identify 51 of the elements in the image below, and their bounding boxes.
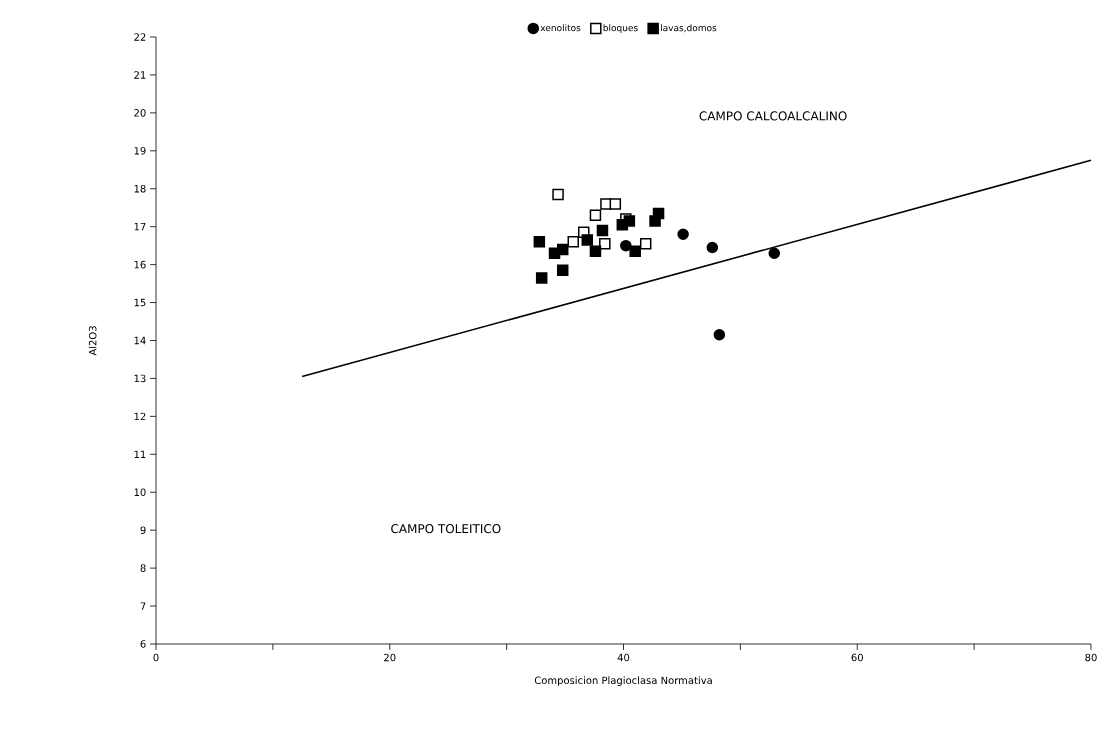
x-tick-label: 40 <box>617 653 630 662</box>
point <box>552 188 564 201</box>
y-tick-label: 20 <box>134 109 146 117</box>
point <box>629 245 641 258</box>
point <box>768 247 781 259</box>
point <box>609 198 622 210</box>
point <box>652 207 665 220</box>
point <box>589 209 602 222</box>
y-tick-label: 10 <box>134 488 146 497</box>
point <box>713 329 726 341</box>
y-tick-label: 22 <box>134 33 146 41</box>
point <box>535 272 548 284</box>
annotation: CAMPO CALCOALCALINO <box>699 111 847 121</box>
point <box>599 238 611 250</box>
y-tick-label: 12 <box>134 412 146 421</box>
point <box>620 239 632 252</box>
y-tick-label: 19 <box>134 147 146 155</box>
point <box>556 264 569 277</box>
point <box>581 234 594 246</box>
x-tick-label: 60 <box>851 653 863 662</box>
x-tick-label: 80 <box>1085 653 1097 662</box>
y-tick-label: 21 <box>134 71 146 79</box>
point <box>596 224 609 237</box>
y-tick-label: 15 <box>134 298 146 307</box>
legend-label: bloques <box>603 24 638 33</box>
point <box>623 215 636 227</box>
y-tick-label: 6 <box>140 640 146 648</box>
y-tick-label: 17 <box>134 223 146 231</box>
y-tick-label: 9 <box>140 526 146 534</box>
x-axis-title: Composicion Plagioclasa Normativa <box>534 676 712 687</box>
point <box>533 236 546 248</box>
y-axis-title: Al2O3 <box>88 326 97 356</box>
point <box>706 241 719 254</box>
point <box>600 198 612 210</box>
y-tick-label: 14 <box>134 336 146 345</box>
x-tick-label: 20 <box>384 653 396 662</box>
point <box>677 228 689 241</box>
y-tick-label: 8 <box>140 564 146 572</box>
point <box>567 236 579 248</box>
y-tick-label: 7 <box>140 602 146 610</box>
annotation: CAMPO TOLEITICO <box>391 524 501 534</box>
y-tick-label: 13 <box>134 374 146 383</box>
legend-label: lavas,domos <box>660 24 717 33</box>
point <box>589 245 602 258</box>
y-tick-label: 16 <box>134 260 146 269</box>
legend-label: xenolitos <box>540 24 581 32</box>
y-tick-label: 11 <box>134 450 146 458</box>
point <box>639 238 652 250</box>
x-tick-label: 0 <box>153 653 159 662</box>
y-tick-label: 18 <box>134 184 146 193</box>
point <box>556 243 569 256</box>
